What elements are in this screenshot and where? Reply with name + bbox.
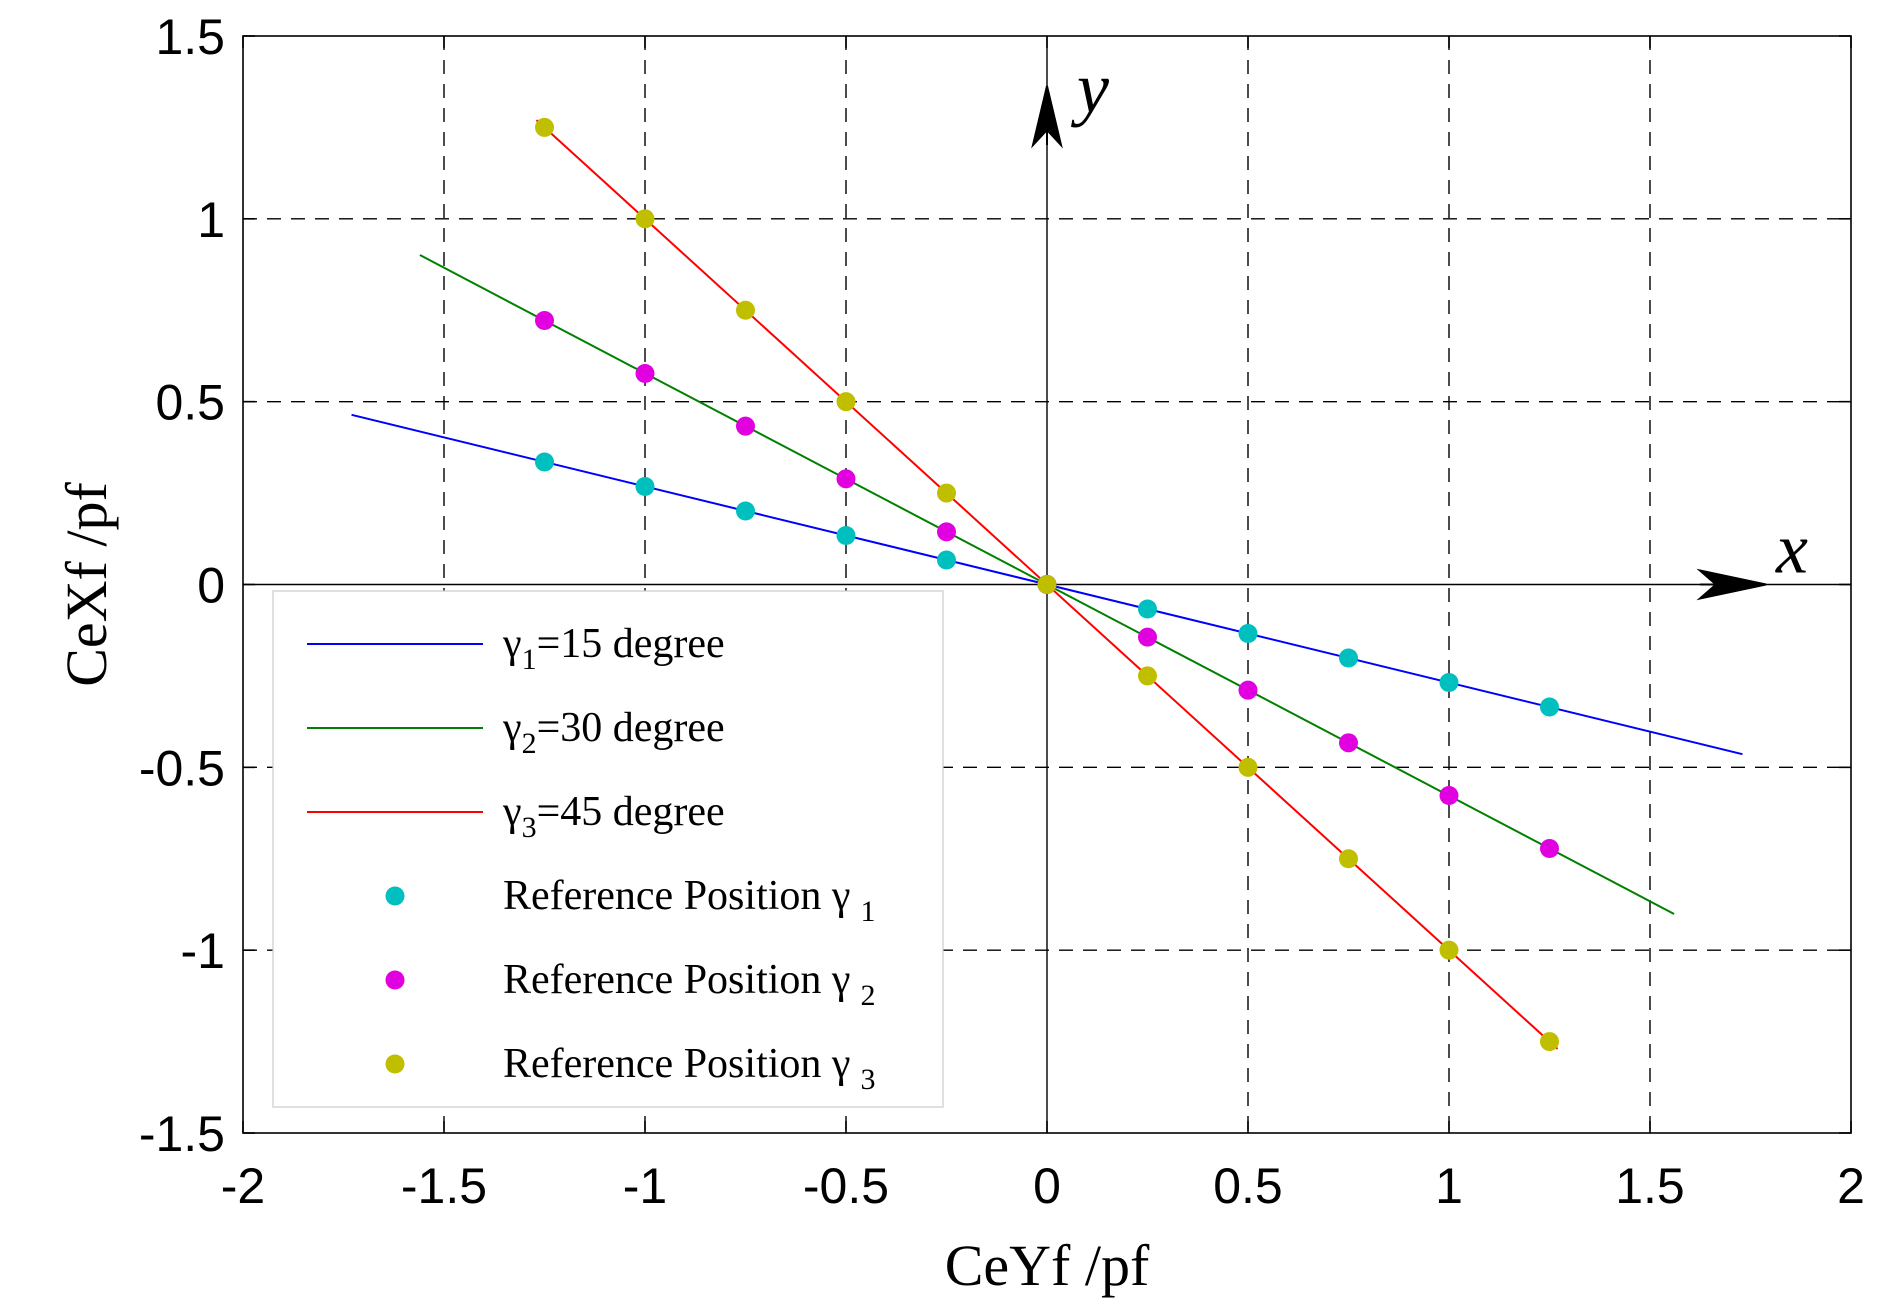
data-point (1138, 666, 1157, 686)
axis-cross (243, 36, 1851, 1133)
data-point (1540, 697, 1559, 717)
data-point (937, 483, 956, 503)
data-point (1540, 839, 1559, 859)
legend-label: γ2=30 degree (502, 705, 725, 760)
y-tick-label: 0.5 (155, 375, 225, 431)
data-point (1037, 575, 1057, 594)
data-point (1238, 623, 1258, 643)
y-axis-arrow-label: y (1070, 48, 1109, 128)
data-point (1339, 733, 1358, 753)
legend-marker-swatch (385, 886, 405, 906)
data-point (1339, 648, 1358, 668)
data-point (1439, 785, 1459, 805)
legend-label: γ1=15 degree (502, 621, 725, 676)
data-point (1339, 849, 1358, 869)
data-point (1439, 672, 1459, 692)
data-point (736, 416, 755, 436)
data-point (635, 477, 655, 497)
x-tick-label: 2 (1837, 1158, 1865, 1214)
legend: γ1=15 degree γ2=30 degree γ3=45 degree Refe… (272, 590, 944, 1108)
x-axis-title: CeYf /pf (945, 1233, 1150, 1298)
y-tick-label: 1.5 (155, 9, 225, 65)
x-tick-label: -1 (623, 1158, 667, 1214)
x-axis-arrow-label: x (1775, 509, 1808, 589)
data-point (635, 364, 655, 384)
data-point (736, 501, 755, 521)
data-point (1238, 757, 1258, 777)
data-point (535, 310, 554, 330)
data-point (635, 209, 655, 229)
data-point (535, 117, 554, 137)
legend-box (272, 590, 944, 1108)
data-point (1138, 599, 1157, 619)
data-point (1439, 940, 1459, 960)
tick-layer: -2 -1.5 -1 -0.5 0 0.5 1 1.5 2-1.5-1-0.500.511.5 (139, 9, 1865, 1214)
y-axis-title: CeXf /pf (54, 482, 119, 687)
data-point (836, 526, 856, 546)
data-point (836, 392, 856, 412)
data-point (535, 452, 554, 472)
x-tick-label: 1 (1435, 1158, 1463, 1214)
x-tick-label: 0 (1033, 1158, 1061, 1214)
x-tick-label: -0.5 (803, 1158, 889, 1214)
y-tick-label: -1.5 (139, 1106, 225, 1162)
legend-marker-swatch (385, 970, 405, 990)
data-point (1540, 1032, 1559, 1052)
data-point (1238, 680, 1258, 700)
data-point (937, 550, 956, 570)
legend-marker-swatch (385, 1054, 405, 1074)
x-tick-label: 0.5 (1213, 1158, 1283, 1214)
data-point (937, 522, 956, 542)
y-tick-label: 1 (197, 192, 225, 248)
legend-label: γ3=45 degree (502, 789, 725, 844)
data-point (1138, 627, 1157, 647)
y-tick-label: -1 (181, 923, 225, 979)
y-tick-label: 0 (197, 558, 225, 614)
x-tick-label: -2 (221, 1158, 265, 1214)
data-point (836, 469, 856, 489)
data-point (736, 300, 755, 320)
y-tick-label: -0.5 (139, 740, 225, 796)
series-layer (351, 117, 1743, 1052)
y-arrow-icon (1031, 85, 1063, 149)
x-tick-label: 1.5 (1615, 1158, 1685, 1214)
x-arrow-icon (1696, 568, 1767, 601)
x-tick-label: -1.5 (401, 1158, 487, 1214)
legend-items: γ1=15 degree γ2=30 degree γ3=45 degree Refe… (307, 621, 875, 1096)
